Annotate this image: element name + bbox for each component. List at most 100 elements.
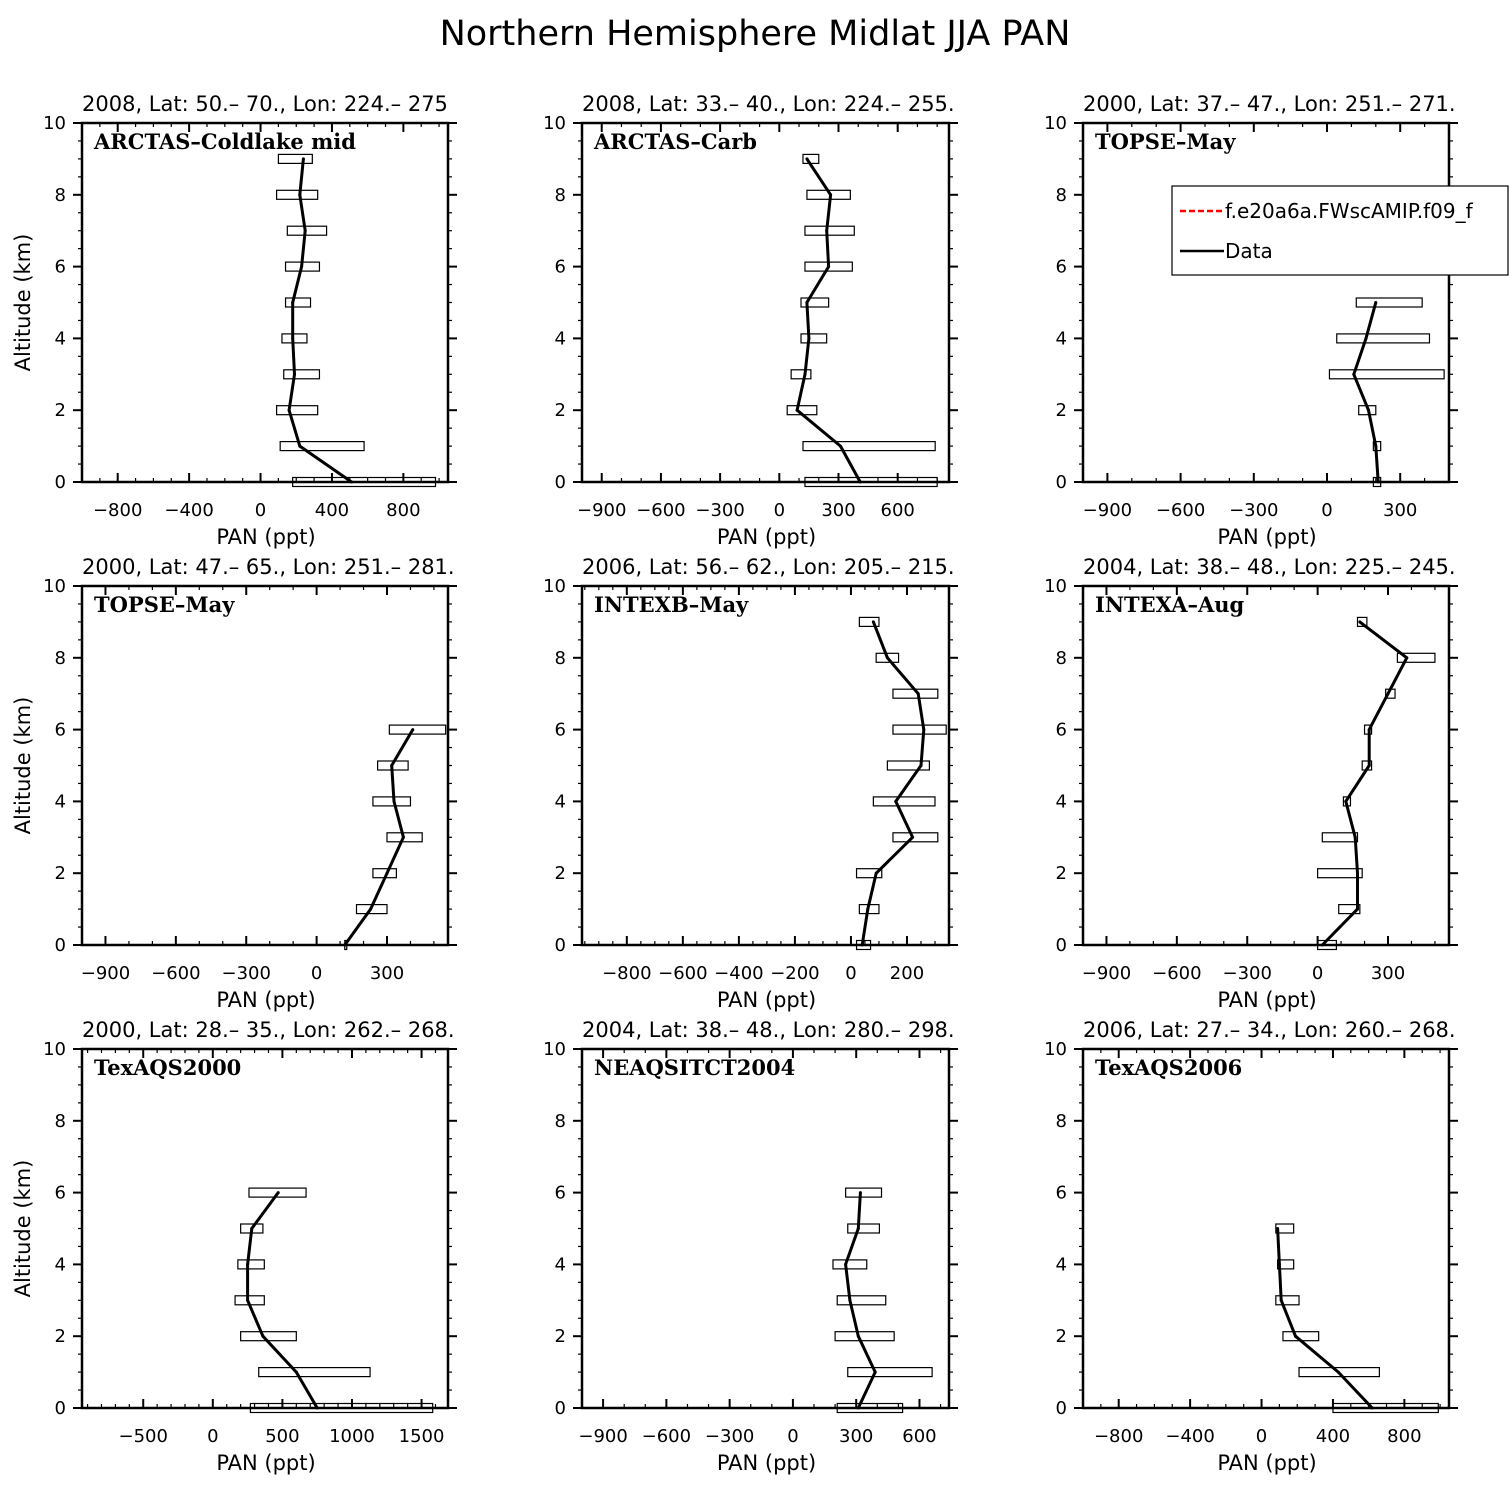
y-tick-label: 2 [1056, 863, 1067, 884]
x-axis-label: PAN (ppt) [1217, 988, 1316, 1012]
panel-header: 2006, Lat: 56.– 62., Lon: 205.– 215. [582, 555, 955, 579]
x-tick-label: 300 [821, 500, 855, 521]
x-tick-label: 0 [845, 963, 856, 984]
error-box [1275, 1295, 1300, 1306]
y-tick-label: 4 [1056, 1254, 1067, 1275]
y-axis-label: Altitude (km) [11, 234, 35, 372]
error-box [802, 441, 936, 452]
x-axis-label: PAN (ppt) [717, 988, 816, 1012]
data-point [369, 907, 373, 911]
panel-header: 2008, Lat: 50.– 70., Lon: 224.– 275 [82, 92, 448, 116]
data-point [301, 157, 305, 161]
error-box [240, 1331, 297, 1342]
data-point [291, 301, 295, 304]
y-tick-label: 0 [55, 1398, 66, 1419]
y-tick-label: 0 [555, 935, 566, 956]
error-box [237, 1259, 265, 1270]
y-tick-label: 4 [55, 1254, 66, 1275]
y-tick-label: 8 [555, 648, 566, 669]
data-point [1320, 943, 1324, 947]
x-tick-label: 0 [311, 963, 322, 984]
data-point [838, 444, 842, 448]
error-box [292, 476, 437, 488]
y-tick-label: 10 [543, 113, 566, 134]
data-point [390, 764, 394, 767]
x-tick-label: −300 [1223, 963, 1272, 984]
error-box [281, 333, 308, 344]
x-tick-label: 800 [1387, 1426, 1421, 1447]
chart-panel-7: 2000, Lat: 28.– 35., Lon: 262.– 268. −500… [11, 1018, 457, 1475]
y-tick-label: 2 [55, 1326, 66, 1347]
data-point [1367, 728, 1371, 732]
data-point [1370, 1406, 1374, 1410]
x-axis-label: PAN (ppt) [717, 525, 816, 549]
y-tick-label: 8 [1056, 1111, 1067, 1132]
data-point [856, 1406, 860, 1410]
data-point [292, 372, 296, 376]
y-tick-label: 2 [555, 1326, 566, 1347]
error-box [258, 1366, 371, 1378]
x-tick-label: 300 [1383, 500, 1417, 521]
chart-panel-4: 2000, Lat: 47.– 65., Lon: 251.– 281. −900… [11, 555, 457, 1012]
y-tick-label: 8 [1056, 648, 1067, 669]
y-tick-label: 0 [1056, 472, 1067, 493]
data-point [1276, 1227, 1280, 1230]
campaign-label: TexAQS2006 [1095, 1055, 1242, 1080]
error-box [1355, 297, 1423, 308]
error-box [804, 476, 938, 488]
y-tick-label: 4 [55, 328, 66, 349]
error-box [847, 1366, 933, 1378]
data-point [1353, 835, 1357, 839]
x-tick-label: −900 [81, 963, 130, 984]
x-tick-label: −600 [1156, 500, 1205, 521]
error-box [279, 441, 365, 452]
data-point [1374, 301, 1378, 304]
x-axis-label: PAN (ppt) [1217, 1451, 1316, 1475]
campaign-label: ARCTAS–Coldlake mid [93, 129, 356, 154]
data-line [1321, 620, 1409, 947]
data-point [894, 799, 898, 803]
chart-panel-9: 2006, Lat: 27.– 34., Lon: 260.– 268. −800… [1044, 1018, 1458, 1475]
data-point [298, 193, 302, 197]
y-tick-label: 0 [55, 935, 66, 956]
chart-panel-1: 2008, Lat: 50.– 70., Lon: 224.– 275 −800 −… [11, 92, 457, 549]
y-axis-label: Altitude (km) [11, 1160, 35, 1298]
figure-title: Northern Hemisphere Midlat JJA PAN [440, 14, 1071, 54]
data-point [916, 692, 920, 696]
y-tick-label: 8 [555, 185, 566, 206]
chart-panel-3: 2000, Lat: 37.– 47., Lon: 251.– 271. −900… [1044, 92, 1458, 549]
x-tick-label: −600 [151, 963, 200, 984]
legend: f.e20a6a.FWscAMIP.f09_f Data [1171, 185, 1509, 276]
x-tick-label: −900 [578, 1426, 627, 1447]
y-tick-label: 4 [1056, 328, 1067, 349]
x-tick-label: −600 [636, 500, 685, 521]
x-axis-label: PAN (ppt) [216, 988, 315, 1012]
data-point [411, 728, 415, 732]
data-point [315, 1406, 319, 1410]
chart-panel-2: 2008, Lat: 33.– 40., Lon: 224.– 255. −900… [543, 92, 958, 549]
plot-frame [1081, 584, 1451, 947]
data-point [919, 764, 923, 767]
y-tick-label: 8 [1056, 185, 1067, 206]
plot-frame [80, 121, 450, 484]
y-tick-label: 2 [1056, 1326, 1067, 1347]
y-tick-label: 10 [1044, 113, 1067, 134]
panel-header: 2008, Lat: 33.– 40., Lon: 224.– 255. [582, 92, 955, 116]
data-point [844, 1262, 848, 1266]
error-box [386, 832, 423, 843]
error-box [872, 796, 936, 807]
error-box [858, 616, 880, 628]
x-tick-label: 600 [902, 1426, 936, 1447]
y-tick-label: 4 [55, 791, 66, 812]
x-tick-label: 1000 [329, 1426, 375, 1447]
data-point [392, 799, 396, 803]
x-tick-label: 500 [265, 1426, 299, 1447]
panel-header: 2000, Lat: 28.– 35., Lon: 262.– 268. [82, 1018, 455, 1042]
data-point [805, 157, 809, 161]
error-box [277, 153, 313, 164]
y-tick-label: 0 [55, 472, 66, 493]
data-point [1344, 799, 1348, 803]
y-tick-label: 0 [555, 1398, 566, 1419]
panel-header: 2006, Lat: 27.– 34., Lon: 260.– 268. [1083, 1018, 1456, 1042]
